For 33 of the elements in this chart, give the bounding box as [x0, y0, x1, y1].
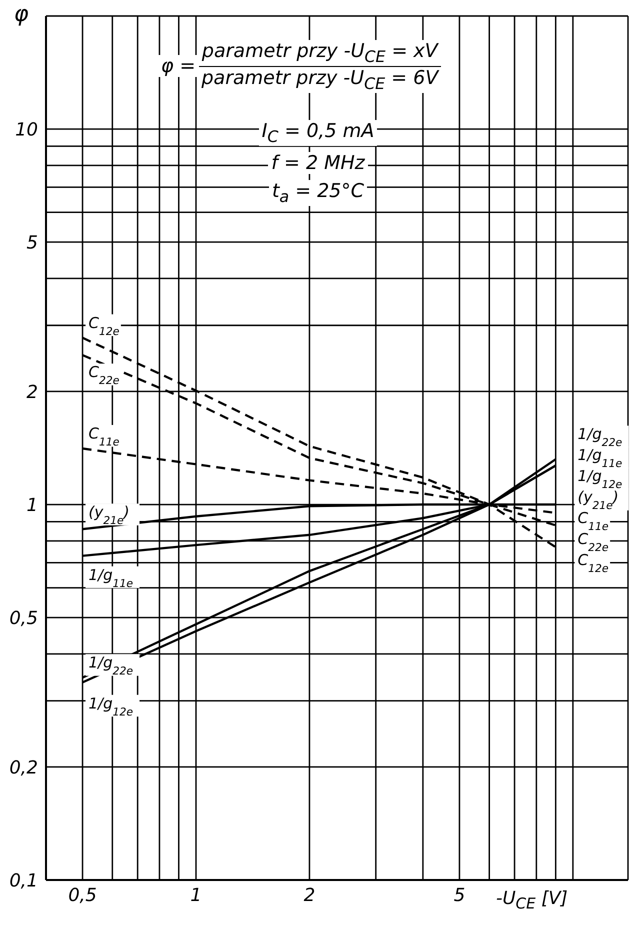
- text: 1/g$_{12e}$: [578, 467, 622, 491]
- annotation: φ =: [158, 55, 198, 78]
- annotation: I$_{C}$ = 0,5 mA: [258, 120, 378, 146]
- text: C$_{11e}$: [578, 509, 609, 533]
- text: (y$_{21e}$): [578, 488, 619, 512]
- series-label: (y$_{21e}$): [88, 503, 130, 527]
- series-label: C$_{12e}$: [88, 314, 120, 338]
- annotation: t$_{a}$ = 25°C: [268, 180, 368, 206]
- series-label: 1/g$_{12e}$: [88, 694, 134, 718]
- series-label: 1/g$_{11e}$: [88, 566, 134, 590]
- text: 1/g$_{22e}$: [578, 425, 622, 449]
- x-tick-label: 5: [454, 884, 466, 906]
- text: C$_{22e}$: [578, 530, 609, 554]
- annotation: parametr przy -U$_{CE}$ = xV: [198, 40, 441, 67]
- y-axis-title: φ: [14, 2, 29, 27]
- x-axis-title: -U$_{CE}$ [V]: [496, 888, 568, 913]
- y-tick-label: 1: [26, 494, 38, 516]
- y-tick-label: 0,1: [9, 870, 38, 892]
- series-label: C$_{22e}$: [88, 363, 120, 387]
- text: 1/g$_{11e}$: [578, 446, 622, 470]
- y-tick-label: 10: [15, 119, 38, 140]
- y-tick-label: 0,2: [9, 757, 38, 778]
- y-tick-label: 2: [26, 382, 38, 403]
- annotation: f = 2 MHz: [268, 152, 368, 174]
- x-tick-label: 2: [304, 884, 316, 906]
- series-label: C$_{11e}$: [88, 424, 120, 448]
- y-tick-label: 5: [26, 232, 38, 254]
- text: C$_{12e}$: [578, 551, 609, 575]
- x-tick-label: 1: [190, 884, 202, 906]
- series-label: 1/g$_{22e}$: [88, 654, 134, 678]
- y-tick-label: 0,5: [9, 608, 38, 629]
- annotation: parametr przy -U$_{CE}$ = 6V: [198, 66, 442, 93]
- x-tick-label: 0,5: [68, 884, 97, 906]
